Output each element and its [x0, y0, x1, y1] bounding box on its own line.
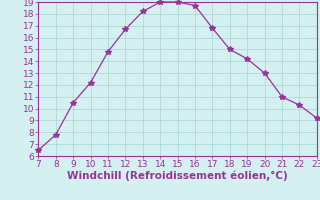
- X-axis label: Windchill (Refroidissement éolien,°C): Windchill (Refroidissement éolien,°C): [67, 171, 288, 181]
